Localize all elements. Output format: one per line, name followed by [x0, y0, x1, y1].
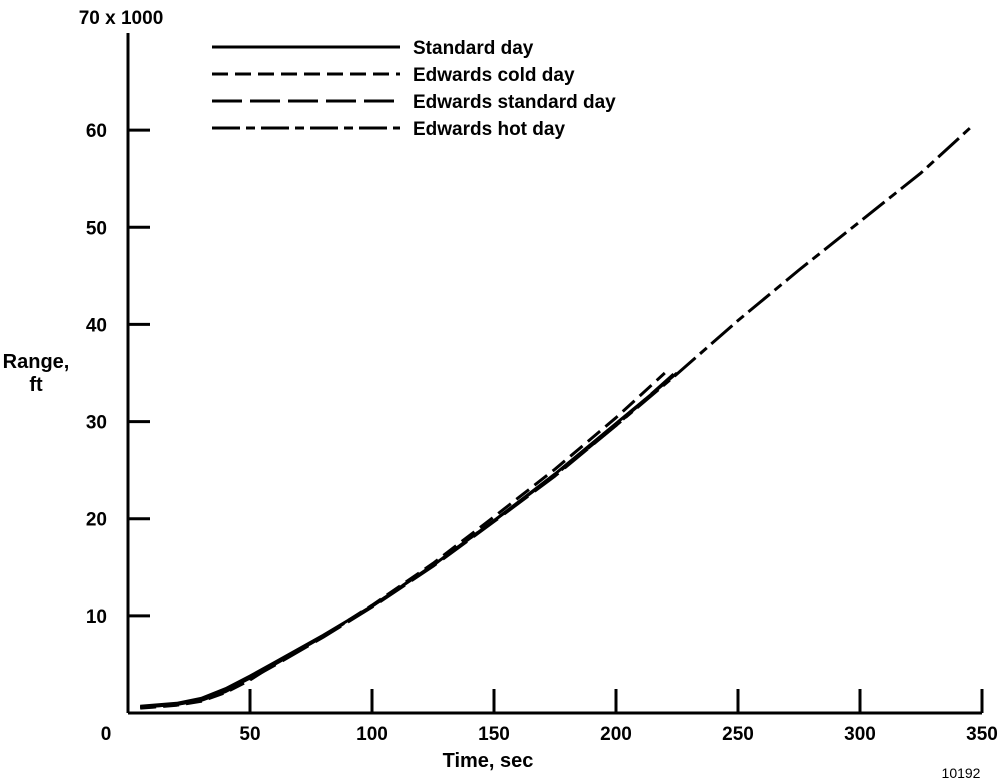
axes	[126, 33, 982, 715]
y-tick-label-10: 10	[86, 607, 107, 628]
x-tick-label-150: 150	[478, 724, 510, 745]
x-tick-label-250: 250	[722, 724, 754, 745]
legend-label-2: Edwards cold day	[413, 65, 575, 86]
y-axis-title-line1: Range,	[3, 351, 70, 373]
x-axis-title: Time, sec	[443, 750, 534, 772]
y-multiplier-label: 70 x 1000	[79, 8, 164, 29]
series-line-2	[140, 371, 666, 710]
y-tick-label-50: 50	[86, 218, 107, 239]
x-tick-label-100: 100	[356, 724, 388, 745]
series-line-4	[140, 127, 971, 709]
figure-id: 10192	[942, 765, 981, 781]
series-layer	[140, 127, 971, 710]
x-tick-label-200: 200	[600, 724, 632, 745]
legend: Standard day Edwards cold day Edwards stan…	[212, 38, 616, 140]
y-tick-label-30: 30	[86, 413, 107, 434]
y-tick-label-40: 40	[86, 315, 107, 336]
y-tick-label-20: 20	[86, 510, 107, 531]
x-tick-label-0: 0	[101, 724, 112, 745]
y-tick-label-60: 60	[86, 121, 107, 142]
series-line-1	[140, 371, 678, 708]
x-tick-label-50: 50	[239, 724, 260, 745]
legend-label-4: Edwards hot day	[413, 119, 565, 140]
series-line-3	[140, 369, 678, 709]
x-tick-label-300: 300	[844, 724, 876, 745]
x-tick-label-350: 350	[966, 724, 998, 745]
axis-ticks: 0 50 100 150 200 250 300 350 10 20 30 40 50 60	[86, 121, 998, 745]
legend-label-1: Standard day	[413, 38, 534, 59]
y-axis-title-line2: ft	[29, 374, 43, 396]
legend-label-3: Edwards standard day	[413, 92, 616, 113]
